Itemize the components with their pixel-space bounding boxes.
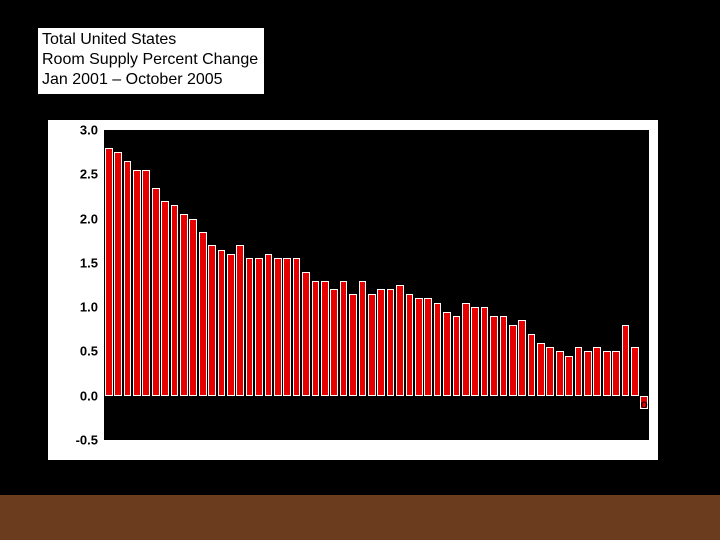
bar [199, 232, 207, 396]
bar [255, 258, 263, 395]
bar [453, 316, 461, 396]
bar [274, 258, 282, 395]
bar [565, 356, 573, 396]
bar [171, 205, 179, 395]
bar [546, 347, 554, 396]
plot-area [104, 130, 649, 440]
bar [208, 245, 216, 396]
bar [396, 285, 404, 396]
bar [180, 214, 188, 396]
bar [584, 351, 592, 395]
y-tick-label: 2.0 [58, 211, 98, 226]
x-category-label: J F M A M J J A S O [556, 400, 648, 410]
bar [161, 201, 169, 396]
bar [293, 258, 301, 395]
bar [283, 258, 291, 395]
y-tick-label: -0.5 [58, 433, 98, 448]
bar [124, 161, 132, 396]
bar [471, 307, 479, 396]
bar [575, 347, 583, 396]
bar [528, 334, 536, 396]
x-category-label: 2003 [372, 400, 400, 411]
x-category-label: 2004 [485, 400, 513, 411]
bar [406, 294, 414, 396]
bar [227, 254, 235, 396]
bar [377, 289, 385, 395]
bar [622, 325, 630, 396]
bar [443, 312, 451, 396]
bar [500, 316, 508, 396]
bar [537, 343, 545, 396]
y-tick-label: 3.0 [58, 123, 98, 138]
y-tick-label: 1.5 [58, 255, 98, 270]
bar [321, 281, 329, 396]
bar [462, 303, 470, 396]
bar [434, 303, 442, 396]
bar [509, 325, 517, 396]
bar [359, 281, 367, 396]
bar [368, 294, 376, 396]
bar [603, 351, 611, 395]
chart-panel: -0.5 0.0 0.5 1.0 1.5 2.0 2.5 3.0 2001 2002 2003 20… [48, 120, 658, 460]
bar [415, 298, 423, 395]
y-tick-label: 0.0 [58, 388, 98, 403]
title-line-2: Room Supply Percent Change [42, 50, 258, 70]
bar [481, 307, 489, 396]
bar [218, 250, 226, 396]
footer-band [0, 495, 720, 540]
y-tick-label: 0.5 [58, 344, 98, 359]
bar [518, 320, 526, 395]
bar [189, 219, 197, 396]
x-category-label: 2002 [259, 400, 287, 411]
bar [612, 351, 620, 395]
y-tick-label: 2.5 [58, 167, 98, 182]
bar [330, 289, 338, 395]
bar [556, 351, 564, 395]
bar [236, 245, 244, 396]
bar [593, 347, 601, 396]
title-line-1: Total United States [42, 30, 258, 50]
bar [631, 347, 639, 396]
bar [312, 281, 320, 396]
chart-title-block: Total United States Room Supply Percent … [38, 28, 264, 94]
bar [424, 298, 432, 395]
title-line-3: Jan 2001 – October 2005 [42, 70, 258, 90]
bar [133, 170, 141, 396]
bar [340, 281, 348, 396]
bar [302, 272, 310, 396]
bar [265, 254, 273, 396]
bar [105, 148, 113, 396]
bar [349, 294, 357, 396]
bar [142, 170, 150, 396]
bar [246, 258, 254, 395]
x-category-label: 2001 [146, 400, 174, 411]
y-tick-label: 1.0 [58, 300, 98, 315]
bar [114, 152, 122, 396]
bar [152, 188, 160, 396]
bar [387, 289, 395, 395]
bar [490, 316, 498, 396]
